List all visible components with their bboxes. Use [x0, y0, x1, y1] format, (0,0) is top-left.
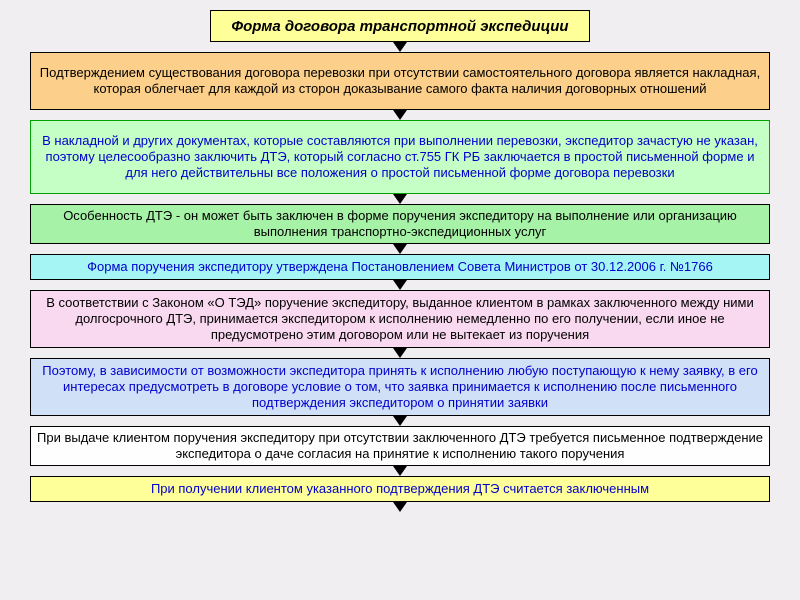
box-7-text: При выдаче клиентом поручения экспедитор…: [37, 430, 763, 463]
arrow-7: [393, 466, 407, 476]
box-8-text: При получении клиентом указанного подтве…: [37, 481, 763, 497]
box-3-text: Особенность ДТЭ - он может быть заключен…: [37, 208, 763, 241]
box-4-text: Форма поручения экспедитору утверждена П…: [37, 259, 763, 275]
box-3: Особенность ДТЭ - он может быть заключен…: [30, 204, 770, 244]
box-5: В соответствии с Законом «О ТЭД» поручен…: [30, 290, 770, 348]
arrow-0: [393, 42, 407, 52]
arrow-8: [393, 502, 407, 512]
box-4: Форма поручения экспедитору утверждена П…: [30, 254, 770, 280]
arrow-2: [393, 194, 407, 204]
arrow-1: [393, 110, 407, 120]
arrow-3: [393, 244, 407, 254]
box-1: Подтверждением существования договора пе…: [30, 52, 770, 110]
box-6: Поэтому, в зависимости от возможности эк…: [30, 358, 770, 416]
box-2-text: В накладной и других документах, которые…: [37, 133, 763, 182]
arrow-6: [393, 416, 407, 426]
box-6-text: Поэтому, в зависимости от возможности эк…: [37, 363, 763, 412]
box-5-text: В соответствии с Законом «О ТЭД» поручен…: [37, 295, 763, 344]
box-7: При выдаче клиентом поручения экспедитор…: [30, 426, 770, 466]
arrow-5: [393, 348, 407, 358]
box-1-text: Подтверждением существования договора пе…: [37, 65, 763, 98]
arrow-4: [393, 280, 407, 290]
title-text: Форма договора транспортной экспедиции: [211, 18, 589, 35]
box-8: При получении клиентом указанного подтве…: [30, 476, 770, 502]
flowchart-canvas: Форма договора транспортной экспедиции П…: [0, 0, 800, 600]
title-box: Форма договора транспортной экспедиции: [210, 10, 590, 42]
box-2: В накладной и других документах, которые…: [30, 120, 770, 194]
